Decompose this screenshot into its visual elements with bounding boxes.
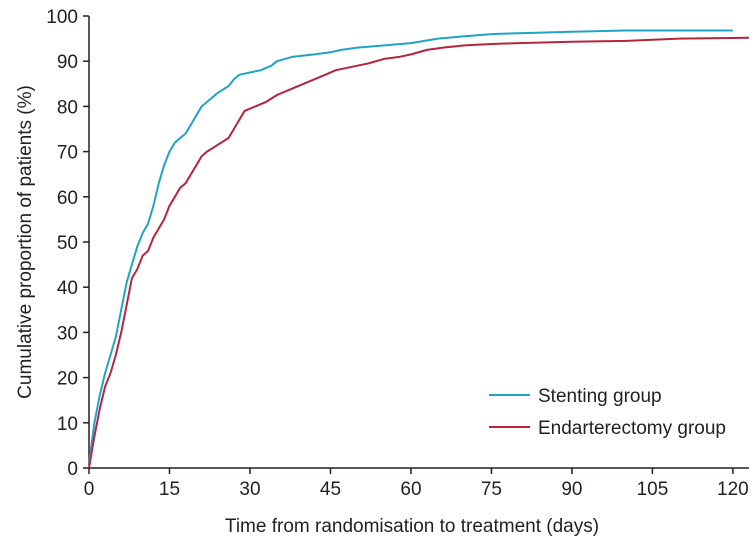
y-tick-label: 40 <box>57 278 78 299</box>
y-tick-label: 20 <box>57 369 78 390</box>
y-axis-ticks: 0 10 20 30 40 50 60 70 80 90 100 <box>46 7 89 480</box>
x-tick-label: 0 <box>84 479 95 500</box>
y-tick-label: 70 <box>57 143 78 164</box>
y-tick-label: 100 <box>46 7 78 28</box>
y-tick-label: 90 <box>57 52 78 73</box>
y-tick-label: 10 <box>57 414 78 435</box>
x-tick-label: 120 <box>717 479 749 500</box>
x-tick-label: 15 <box>159 479 180 500</box>
x-tick-label: 90 <box>561 479 582 500</box>
series-lines <box>88 29 750 469</box>
x-axis-ticks: 0 15 30 45 60 75 90 105 120 <box>84 468 749 500</box>
legend-label-stenting: Stenting group <box>538 386 662 407</box>
y-tick-label: 80 <box>57 97 78 118</box>
y-axis-title: Cumulative proportion of patients (%) <box>15 85 36 399</box>
legend: Stenting group Endarterectomy group <box>489 386 726 439</box>
series-line-stenting <box>88 29 733 464</box>
y-tick-label: 30 <box>57 323 78 344</box>
x-tick-label: 45 <box>320 479 341 500</box>
x-axis-title: Time from randomisation to treatment (da… <box>225 516 599 537</box>
y-tick-label: 60 <box>57 188 78 209</box>
y-tick-label: 50 <box>57 233 78 254</box>
legend-label-endarterectomy: Endarterectomy group <box>538 418 726 439</box>
x-tick-label: 60 <box>400 479 421 500</box>
series-line-endarterectomy <box>88 36 750 469</box>
y-tick-label: 0 <box>67 459 78 480</box>
x-tick-label: 75 <box>481 479 502 500</box>
x-tick-label: 30 <box>239 479 260 500</box>
x-tick-label: 105 <box>637 479 669 500</box>
